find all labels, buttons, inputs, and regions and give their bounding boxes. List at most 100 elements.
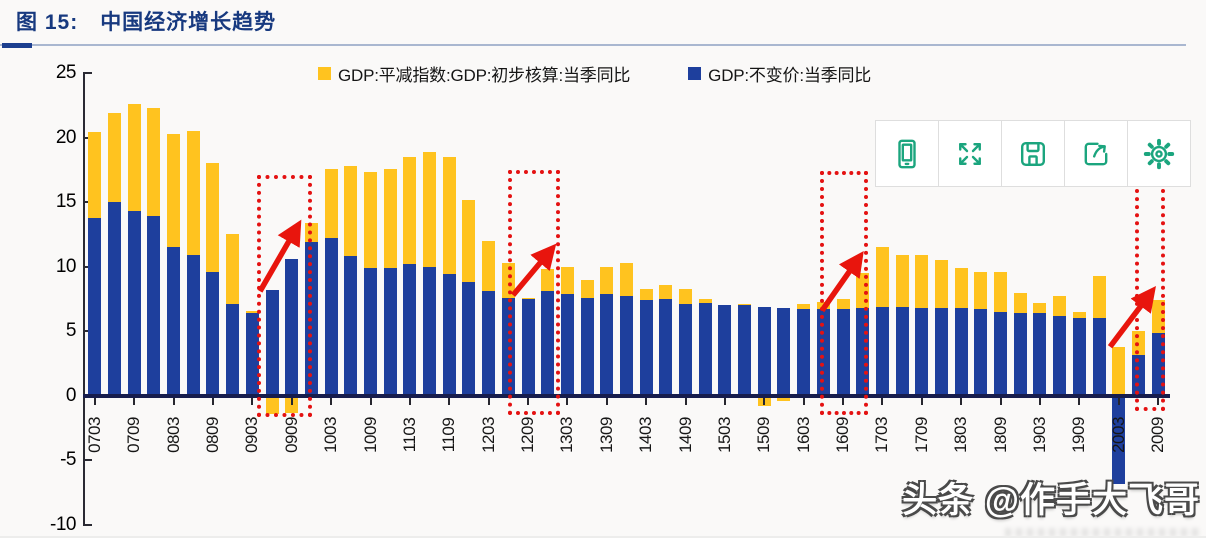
bar-segment-real-gdp bbox=[344, 256, 358, 396]
settings-button[interactable] bbox=[1127, 121, 1190, 186]
bar-segment-deflator bbox=[108, 113, 122, 203]
bar-segment-deflator bbox=[915, 255, 929, 309]
bar-segment-real-gdp bbox=[127, 211, 141, 396]
bar-segment-real-gdp bbox=[88, 217, 102, 396]
x-tick-label: 1409 bbox=[675, 417, 695, 453]
bar-segment-deflator bbox=[935, 260, 948, 309]
highlight-rect bbox=[820, 171, 869, 416]
x-tick-mark bbox=[881, 397, 884, 405]
share-button[interactable] bbox=[1064, 121, 1127, 186]
share-icon bbox=[1084, 142, 1108, 165]
y-tick-label: 10 bbox=[55, 255, 77, 277]
bar-segment-real-gdp bbox=[619, 296, 633, 396]
mobile-view-button[interactable] bbox=[876, 121, 938, 186]
bar-segment-deflator bbox=[127, 103, 141, 212]
bar-segment-deflator bbox=[265, 395, 279, 414]
x-tick-label: 1109 bbox=[439, 417, 459, 453]
x-tick-label: 0809 bbox=[202, 417, 222, 453]
x-tick-mark bbox=[1078, 397, 1081, 405]
bottom-hairline bbox=[0, 536, 1206, 538]
mobile-icon bbox=[898, 139, 916, 168]
x-tick-mark bbox=[1117, 397, 1120, 405]
bar-segment-deflator bbox=[580, 279, 594, 298]
legend-item-deflator: GDP:平减指数:GDP:初步核算:当季同比 bbox=[318, 61, 630, 86]
x-tick-mark bbox=[133, 397, 136, 405]
fullscreen-button[interactable] bbox=[938, 121, 1001, 186]
bar-segment-real-gdp bbox=[757, 306, 771, 396]
x-tick-mark bbox=[763, 397, 766, 405]
x-tick-mark bbox=[211, 397, 214, 405]
bar-segment-real-gdp bbox=[797, 309, 811, 396]
bar-segment-real-gdp bbox=[364, 268, 377, 396]
title-underline-cap bbox=[2, 43, 32, 48]
bar-segment-deflator bbox=[1013, 292, 1027, 314]
highlight-rect bbox=[1135, 181, 1165, 412]
bar-segment-real-gdp bbox=[875, 306, 889, 396]
bar-segment-real-gdp bbox=[738, 305, 752, 396]
bar-segment-deflator bbox=[186, 131, 200, 256]
bar-segment-deflator bbox=[1092, 275, 1106, 319]
x-tick-label: 0709 bbox=[124, 417, 144, 453]
deflator-swatch bbox=[318, 67, 331, 80]
bar-segment-real-gdp bbox=[895, 306, 909, 396]
figure-title: 中国经济增长趋势 bbox=[100, 11, 277, 34]
legend-item-real-gdp: GDP:不变价:当季同比 bbox=[688, 61, 871, 86]
y-tick-label: 0 bbox=[65, 384, 77, 406]
y-tick-mark bbox=[85, 459, 92, 462]
bar-segment-deflator bbox=[245, 310, 259, 314]
x-tick-label: 2009 bbox=[1148, 417, 1168, 453]
bar-segment-real-gdp bbox=[1112, 395, 1126, 484]
save-icon bbox=[1021, 141, 1045, 166]
bar-segment-real-gdp bbox=[1053, 315, 1067, 396]
x-tick-mark bbox=[172, 397, 175, 405]
fullscreen-icon bbox=[959, 142, 981, 165]
bar-segment-real-gdp bbox=[1092, 318, 1106, 396]
x-tick-mark bbox=[802, 397, 805, 405]
bar-segment-real-gdp bbox=[600, 293, 614, 396]
bar-segment-deflator bbox=[1072, 311, 1086, 319]
bar-segment-real-gdp bbox=[1033, 313, 1047, 396]
bar-segment-deflator bbox=[324, 168, 338, 239]
bar-segment-deflator bbox=[639, 288, 653, 301]
bar-segment-deflator bbox=[403, 156, 417, 265]
bar-segment-deflator bbox=[600, 266, 614, 294]
bar-segment-deflator bbox=[974, 271, 988, 310]
bar-segment-deflator bbox=[659, 284, 673, 299]
x-tick-label: 1809 bbox=[990, 417, 1010, 453]
bar-segment-deflator bbox=[88, 132, 102, 218]
bar-segment-real-gdp bbox=[383, 268, 397, 396]
x-tick-mark bbox=[487, 397, 490, 405]
x-tick-label: 1503 bbox=[714, 417, 734, 453]
bar-segment-real-gdp bbox=[265, 289, 279, 396]
bar-segment-deflator bbox=[521, 297, 535, 299]
bar-segment-deflator bbox=[895, 255, 909, 307]
bar-segment-real-gdp bbox=[639, 300, 653, 396]
x-tick-mark bbox=[605, 397, 608, 405]
x-tick-mark bbox=[999, 397, 1002, 405]
bar-segment-deflator bbox=[619, 262, 633, 297]
x-tick-label: 0703 bbox=[84, 417, 104, 453]
chart-legend: GDP:平减指数:GDP:初步核算:当季同比 GDP:不变价:当季同比 bbox=[318, 61, 871, 86]
x-tick-mark bbox=[1157, 397, 1160, 405]
x-tick-mark bbox=[645, 397, 648, 405]
x-tick-label: 1509 bbox=[754, 417, 774, 453]
bar-segment-real-gdp bbox=[521, 298, 535, 396]
x-tick-mark bbox=[330, 397, 333, 405]
y-axis bbox=[83, 72, 85, 526]
x-tick-mark bbox=[408, 397, 411, 405]
y-tick-label: -5 bbox=[60, 449, 76, 471]
save-button[interactable] bbox=[1001, 121, 1064, 186]
x-tick-label: 1603 bbox=[793, 417, 813, 453]
bar-segment-real-gdp bbox=[777, 308, 791, 396]
faint-cutoff-text bbox=[1005, 528, 1201, 537]
x-tick-mark bbox=[251, 397, 254, 405]
bar-segment-real-gdp bbox=[836, 309, 850, 396]
bar-segment-deflator bbox=[954, 268, 968, 309]
bar-segment-deflator bbox=[423, 151, 437, 267]
x-tick-mark bbox=[448, 397, 451, 405]
x-tick-mark bbox=[527, 397, 530, 405]
bar-segment-deflator bbox=[442, 156, 456, 275]
legend-label-deflator: GDP:平减指数:GDP:初步核算:当季同比 bbox=[338, 66, 631, 85]
chart-toolbar bbox=[875, 120, 1191, 187]
x-axis bbox=[83, 393, 1170, 398]
